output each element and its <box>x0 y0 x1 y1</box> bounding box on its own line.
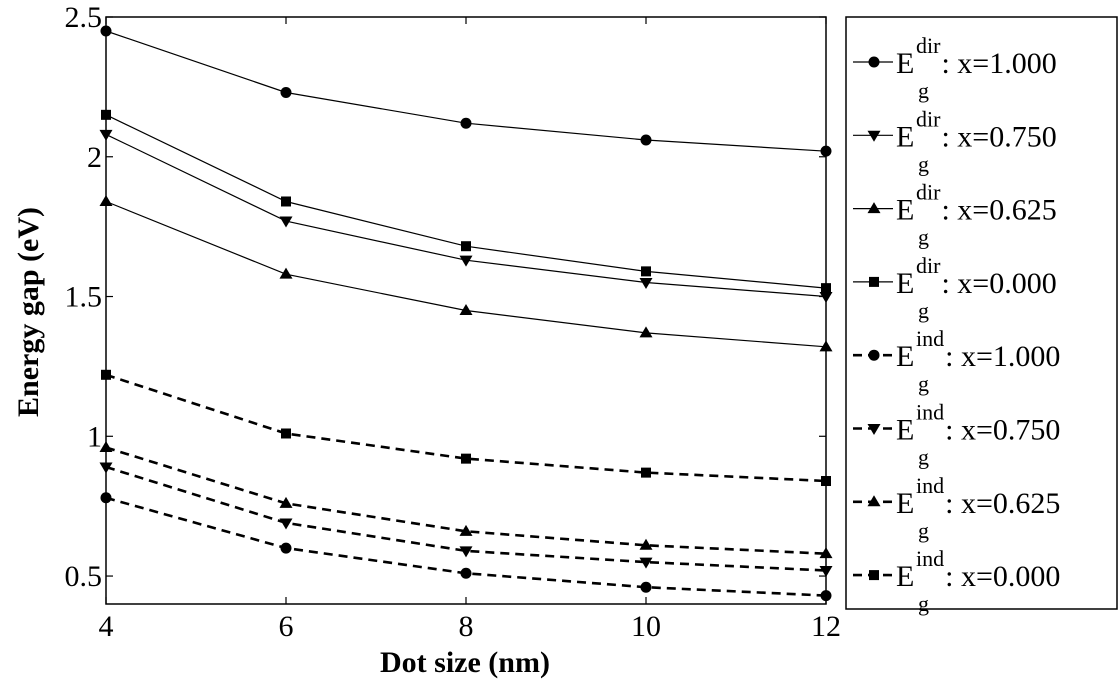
series-8-point <box>821 476 831 486</box>
y-axis-title: Energy gap (eV) <box>12 207 45 417</box>
series-1-point <box>821 146 832 157</box>
series-8-point <box>281 428 291 438</box>
legend-box <box>846 17 1117 609</box>
series-1-point <box>101 25 112 36</box>
legend-symbol: E <box>896 120 914 153</box>
legend-label: : x=0.750 <box>945 414 1060 447</box>
series-8-point <box>461 454 471 464</box>
y-tick-label: 0.5 <box>65 560 103 593</box>
legend-symbol: E <box>896 194 914 227</box>
legend-symbol: E <box>896 47 914 80</box>
legend-superscript: ind <box>916 546 944 571</box>
legend-marker <box>869 277 879 287</box>
legend-marker <box>869 570 879 580</box>
legend-symbol: E <box>896 414 914 447</box>
legend-superscript: dir <box>916 106 941 131</box>
x-axis-title: Dot size (nm) <box>380 646 550 679</box>
series-5-point <box>101 492 112 503</box>
legend-subscript: g <box>918 445 929 470</box>
series-1-point <box>641 134 652 145</box>
legend-superscript: dir <box>916 253 941 278</box>
series-4-point <box>641 266 651 276</box>
legend-subscript: g <box>918 371 929 396</box>
series-1-point <box>461 118 472 129</box>
legend-subscript: g <box>918 151 929 176</box>
legend-label: : x=1.000 <box>941 47 1056 80</box>
legend-superscript: ind <box>916 326 944 351</box>
x-tick-label: 4 <box>99 610 114 643</box>
series-4-point <box>821 283 831 293</box>
legend-label: : x=0.625 <box>945 487 1060 520</box>
legend-superscript: dir <box>916 33 941 58</box>
y-tick-label: 2 <box>87 141 102 174</box>
series-4-point <box>461 241 471 251</box>
series-4-point <box>281 196 291 206</box>
series-1-point <box>281 87 292 98</box>
legend-subscript: g <box>918 225 929 250</box>
x-tick-label: 10 <box>631 610 661 643</box>
series-4-point <box>101 110 111 120</box>
x-tick-label: 8 <box>459 610 474 643</box>
legend-superscript: dir <box>916 180 941 205</box>
legend-label: : x=1.000 <box>945 340 1060 373</box>
legend-label: : x=0.750 <box>941 120 1056 153</box>
y-tick-label: 2.5 <box>65 1 103 34</box>
series-5-point <box>461 568 472 579</box>
series-5-point <box>641 582 652 593</box>
legend-subscript: g <box>918 298 929 323</box>
legend-marker <box>869 57 880 68</box>
legend-label: : x=0.000 <box>945 560 1060 593</box>
legend-subscript: g <box>918 518 929 543</box>
series-8-point <box>641 468 651 478</box>
legend-label: : x=0.000 <box>941 267 1056 300</box>
series-5-point <box>821 590 832 601</box>
legend-subscript: g <box>918 78 929 103</box>
legend-symbol: E <box>896 340 914 373</box>
legend-symbol: E <box>896 267 914 300</box>
legend-superscript: ind <box>916 400 944 425</box>
y-tick-label: 1.5 <box>65 281 103 314</box>
x-tick-label: 6 <box>279 610 294 643</box>
legend-subscript: g <box>918 591 929 616</box>
legend-superscript: ind <box>916 473 944 498</box>
x-tick-label: 12 <box>811 610 841 643</box>
y-tick-label: 1 <box>87 420 102 453</box>
legend-symbol: E <box>896 560 914 593</box>
legend-symbol: E <box>896 487 914 520</box>
legend-marker <box>869 350 880 361</box>
series-5-point <box>281 543 292 554</box>
series-8-point <box>101 370 111 380</box>
legend-label: : x=0.625 <box>941 194 1056 227</box>
